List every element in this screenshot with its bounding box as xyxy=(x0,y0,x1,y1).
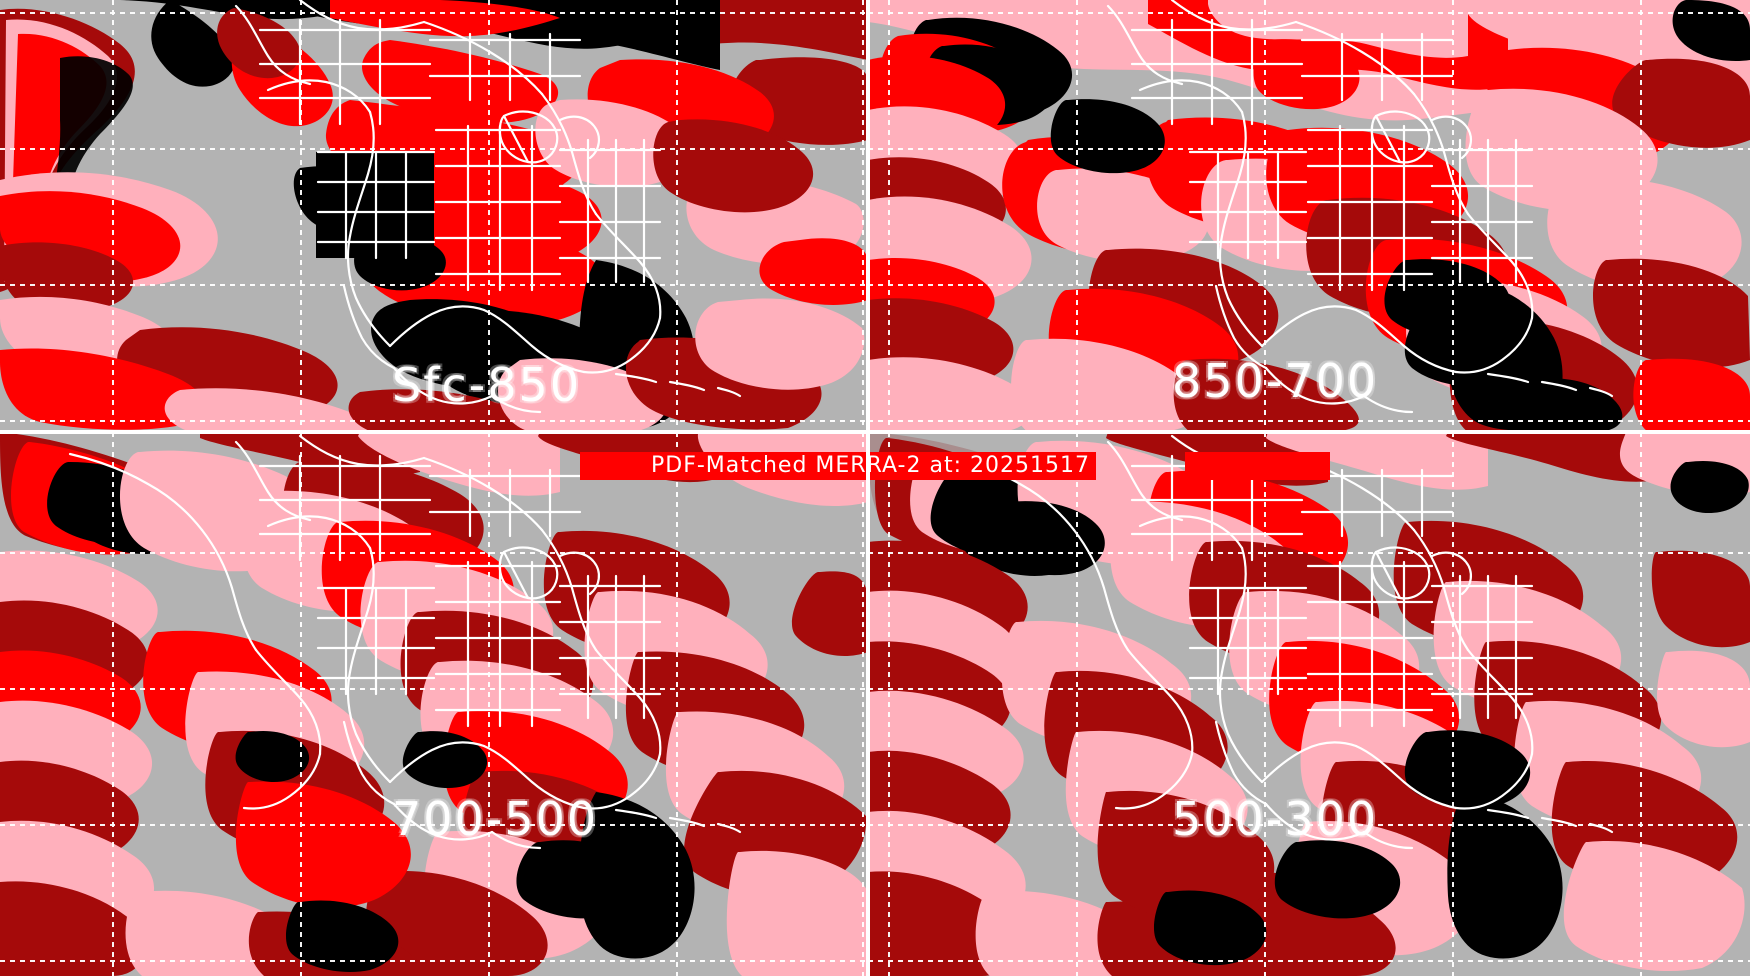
map-tr xyxy=(868,0,1750,432)
panel-bottom-right[interactable] xyxy=(868,432,1750,976)
title-banner-separator-gap xyxy=(866,452,870,480)
title-banner-strip-right xyxy=(1185,452,1330,480)
figure-title-banner: PDF-Matched MERRA-2 at: 20251517 xyxy=(645,452,1096,480)
panel-label-bottom-left: 700-500 xyxy=(392,792,599,846)
panel-label-bottom-right: 500-300 xyxy=(1172,792,1379,846)
panel-label-top-left: Sfc-850 xyxy=(392,358,582,412)
map-br xyxy=(868,432,1750,976)
panel-bottom-left[interactable] xyxy=(0,432,868,976)
figure-title-text: PDF-Matched MERRA-2 at: 20251517 xyxy=(651,453,1090,478)
panel-top-right[interactable] xyxy=(868,0,1750,432)
title-banner-strip-left xyxy=(580,452,646,480)
panel-label-top-right: 850-700 xyxy=(1172,354,1379,408)
panel-separator-horizontal xyxy=(0,430,1750,434)
panel-separator-vertical xyxy=(866,0,870,976)
map-bl xyxy=(0,432,868,976)
